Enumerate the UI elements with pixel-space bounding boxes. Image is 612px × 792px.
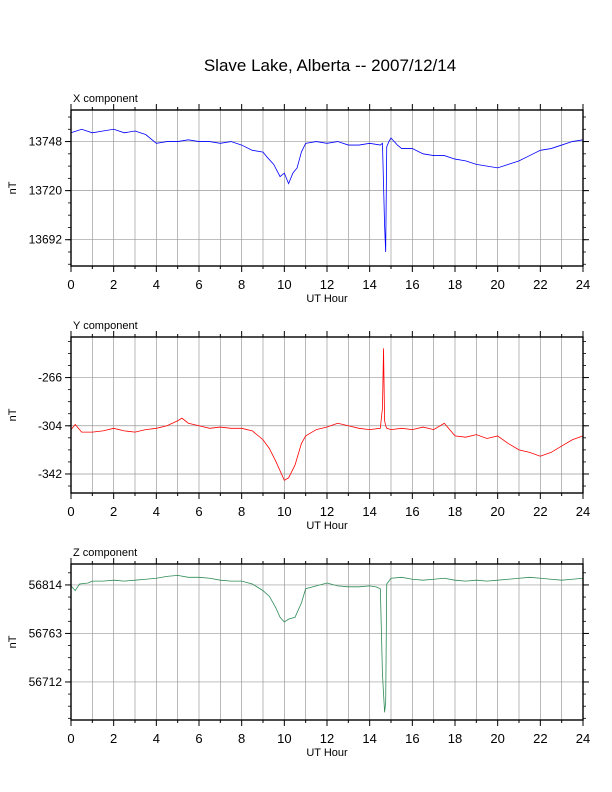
y-component-x-tick-label: 8 (238, 504, 245, 519)
y-component-x-tick-label: 14 (362, 504, 376, 519)
z-component-x-tick-label: 18 (448, 731, 462, 746)
y-component-x-axis-label: UT Hour (306, 520, 348, 532)
y-component-x-tick-label: 22 (533, 504, 547, 519)
x-component-y-axis-label: nT (7, 181, 19, 194)
z-component-series-line (70, 575, 584, 713)
y-component-x-tick-label: 0 (67, 504, 74, 519)
z-component-x-tick-label: 8 (238, 731, 245, 746)
x-component-x-tick-label: 20 (490, 277, 504, 292)
x-component-y-tick-label: 13720 (29, 184, 63, 198)
y-component-x-tick-label: 2 (110, 504, 117, 519)
y-component-x-tick-label: 18 (448, 504, 462, 519)
y-component-y-tick-label: -304 (38, 419, 62, 433)
z-component-y-tick-label: 56712 (29, 675, 63, 689)
x-component-x-tick-label: 6 (195, 277, 202, 292)
z-component-x-tick-label: 22 (533, 731, 547, 746)
x-component-x-tick-label: 16 (405, 277, 419, 292)
x-component-x-tick-label: 0 (67, 277, 74, 292)
z-component-x-tick-label: 20 (490, 731, 504, 746)
z-component-title: Z component (73, 547, 137, 559)
y-component-title: Y component (73, 320, 138, 332)
x-component-series-line (70, 128, 584, 252)
z-component-x-tick-label: 10 (277, 731, 291, 746)
z-component-x-tick-label: 4 (153, 731, 160, 746)
y-component-x-tick-label: 12 (320, 504, 334, 519)
x-component-x-tick-label: 4 (153, 277, 160, 292)
x-component-x-tick-label: 24 (576, 277, 590, 292)
z-component-x-tick-label: 24 (576, 731, 590, 746)
z-component-x-tick-label: 16 (405, 731, 419, 746)
z-component-x-tick-label: 12 (320, 731, 334, 746)
x-component-x-tick-label: 2 (110, 277, 117, 292)
z-component-y-axis-label: nT (7, 635, 19, 648)
x-component-x-tick-label: 18 (448, 277, 462, 292)
y-component-x-tick-label: 16 (405, 504, 419, 519)
x-component-y-tick-label: 13748 (29, 135, 63, 149)
y-component-x-tick-label: 20 (490, 504, 504, 519)
z-component-x-tick-label: 0 (67, 731, 74, 746)
y-component-y-tick-label: -266 (38, 371, 62, 385)
x-component-x-tick-label: 12 (320, 277, 334, 292)
z-component-x-tick-label: 6 (195, 731, 202, 746)
y-component-series-line (70, 348, 584, 481)
x-component-x-tick-label: 10 (277, 277, 291, 292)
y-component-y-tick-label: -342 (38, 467, 62, 481)
x-component-title: X component (73, 93, 138, 105)
y-component-x-tick-label: 4 (153, 504, 160, 519)
x-component-x-tick-label: 8 (238, 277, 245, 292)
x-component-x-axis-label: UT Hour (306, 293, 348, 305)
z-component-x-axis-label: UT Hour (306, 747, 348, 759)
z-component-y-tick-label: 56763 (29, 626, 63, 640)
y-component-x-tick-label: 6 (195, 504, 202, 519)
y-component-x-tick-label: 10 (277, 504, 291, 519)
y-component-x-tick-label: 24 (576, 504, 590, 519)
z-component-y-tick-label: 56814 (29, 578, 63, 592)
x-component-x-tick-label: 22 (533, 277, 547, 292)
z-component-x-tick-label: 14 (362, 731, 376, 746)
x-component-x-tick-label: 14 (362, 277, 376, 292)
z-component-x-tick-label: 2 (110, 731, 117, 746)
page-title: Slave Lake, Alberta -- 2007/12/14 (203, 56, 457, 75)
x-component-y-tick-label: 13692 (29, 233, 63, 247)
y-component-y-axis-label: nT (7, 408, 19, 421)
